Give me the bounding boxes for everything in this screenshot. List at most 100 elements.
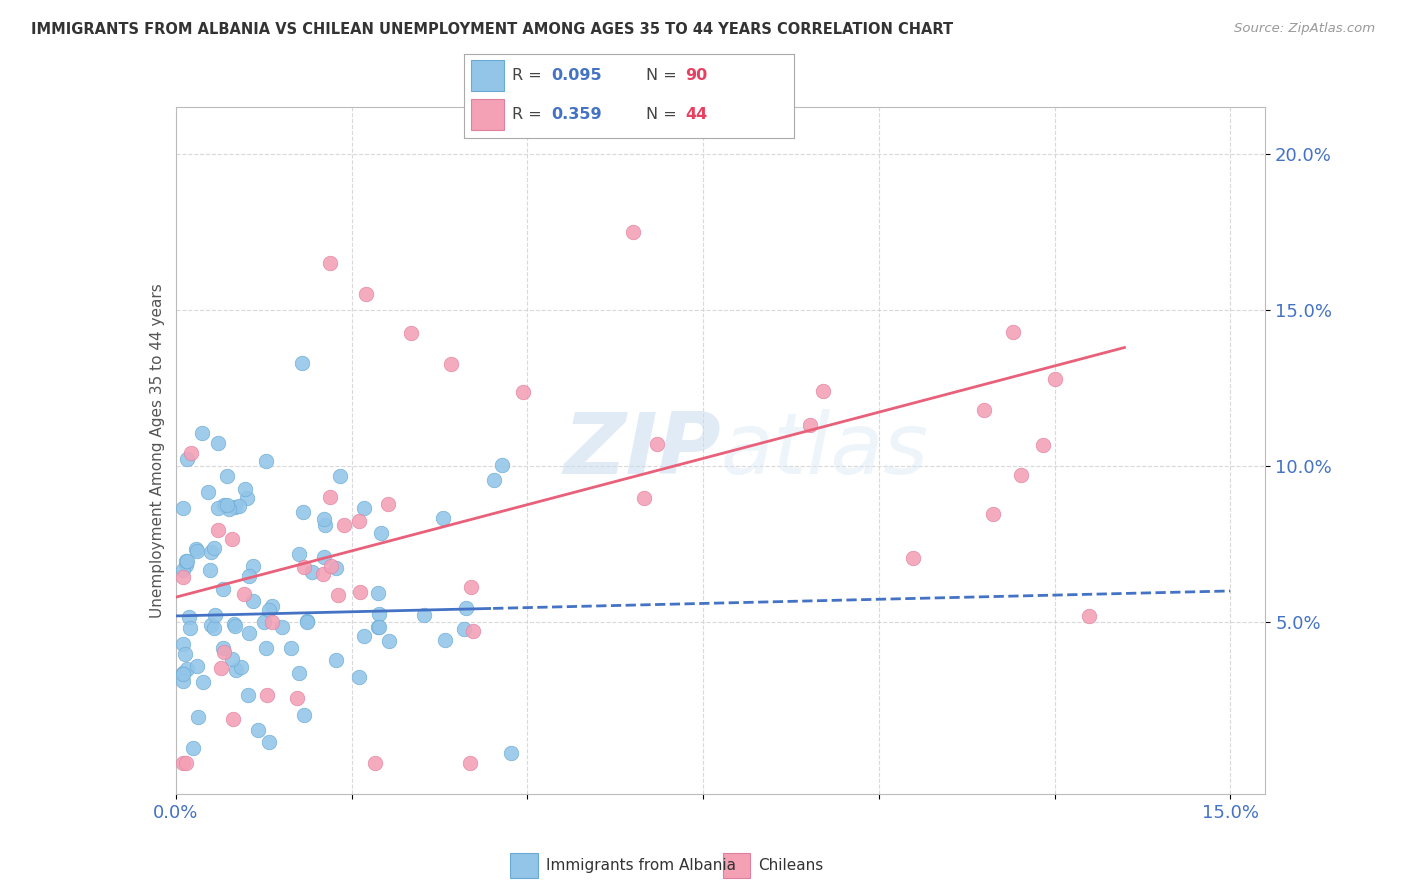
Point bbox=[186, 544, 208, 558]
Point bbox=[292, 708, 315, 723]
Point bbox=[285, 690, 308, 705]
Point bbox=[367, 619, 389, 633]
Point bbox=[260, 615, 283, 630]
Point bbox=[222, 616, 245, 631]
Point bbox=[200, 545, 222, 559]
Point bbox=[224, 500, 246, 514]
Point bbox=[1078, 608, 1101, 623]
Point bbox=[172, 563, 194, 577]
Point bbox=[329, 468, 352, 483]
Point bbox=[180, 446, 202, 460]
Point bbox=[280, 640, 302, 655]
Text: ZIP: ZIP bbox=[562, 409, 721, 492]
Text: atlas: atlas bbox=[721, 409, 928, 492]
Point bbox=[176, 554, 198, 568]
Point bbox=[325, 561, 347, 575]
Point bbox=[209, 661, 232, 675]
Point bbox=[256, 688, 278, 702]
Point bbox=[512, 385, 534, 400]
Point bbox=[645, 437, 668, 451]
Point bbox=[321, 558, 343, 573]
Point bbox=[314, 517, 336, 532]
Point bbox=[233, 482, 256, 496]
Point bbox=[253, 615, 276, 629]
Point bbox=[257, 734, 280, 748]
Point bbox=[232, 587, 254, 601]
Point bbox=[460, 580, 482, 594]
Point bbox=[242, 558, 264, 573]
Point bbox=[440, 357, 463, 371]
Text: N =: N = bbox=[645, 107, 682, 122]
Point bbox=[325, 653, 347, 667]
Point bbox=[254, 640, 277, 655]
Point bbox=[399, 326, 422, 340]
Text: 0.095: 0.095 bbox=[551, 68, 602, 83]
Point bbox=[224, 619, 246, 633]
Point bbox=[1032, 438, 1054, 452]
Point bbox=[292, 560, 315, 574]
Text: 0.359: 0.359 bbox=[551, 107, 602, 122]
Point bbox=[295, 615, 318, 629]
Point bbox=[207, 436, 229, 450]
Point bbox=[501, 746, 523, 760]
Point bbox=[174, 756, 197, 770]
Point bbox=[231, 660, 253, 674]
Point bbox=[973, 403, 995, 417]
Point bbox=[458, 756, 481, 770]
Text: R =: R = bbox=[512, 107, 547, 122]
Point bbox=[212, 498, 235, 512]
Point bbox=[236, 491, 259, 505]
Point bbox=[200, 563, 222, 577]
Point bbox=[433, 633, 456, 648]
Point bbox=[328, 588, 350, 602]
Point bbox=[413, 608, 436, 623]
Point bbox=[215, 468, 238, 483]
Text: Immigrants from Albania: Immigrants from Albania bbox=[546, 858, 735, 872]
Point bbox=[353, 629, 375, 643]
Point bbox=[187, 710, 209, 724]
Point bbox=[207, 524, 229, 538]
Point bbox=[174, 647, 197, 661]
Point bbox=[813, 384, 835, 398]
Point bbox=[453, 622, 475, 636]
Point bbox=[368, 620, 391, 634]
Point bbox=[353, 500, 375, 515]
Point bbox=[1010, 468, 1032, 483]
Point bbox=[191, 425, 214, 440]
Text: R =: R = bbox=[512, 68, 547, 83]
FancyBboxPatch shape bbox=[723, 853, 751, 878]
Point bbox=[228, 499, 250, 513]
FancyBboxPatch shape bbox=[471, 99, 503, 130]
Point bbox=[484, 473, 506, 487]
Point bbox=[174, 554, 197, 568]
Point bbox=[172, 500, 194, 515]
Point bbox=[172, 570, 194, 584]
Point bbox=[291, 504, 314, 518]
Point bbox=[218, 501, 240, 516]
Point bbox=[901, 550, 924, 565]
Point bbox=[799, 418, 821, 433]
Point bbox=[184, 542, 207, 557]
Point bbox=[368, 607, 391, 621]
Point bbox=[301, 566, 323, 580]
Point bbox=[238, 569, 260, 583]
Point bbox=[354, 287, 377, 301]
Point bbox=[454, 601, 477, 615]
Point bbox=[1043, 371, 1066, 385]
Point bbox=[491, 458, 513, 472]
Point bbox=[200, 617, 222, 632]
Point bbox=[349, 514, 371, 528]
Point bbox=[212, 582, 235, 597]
Point bbox=[238, 625, 260, 640]
Point bbox=[204, 608, 226, 623]
Text: 90: 90 bbox=[685, 68, 707, 83]
Point bbox=[207, 500, 229, 515]
Point bbox=[271, 620, 294, 634]
FancyBboxPatch shape bbox=[510, 853, 537, 878]
Point bbox=[621, 225, 644, 239]
Point bbox=[172, 666, 194, 681]
Point bbox=[202, 621, 225, 635]
Point bbox=[179, 621, 201, 635]
Point bbox=[191, 675, 214, 690]
Point bbox=[981, 507, 1004, 521]
